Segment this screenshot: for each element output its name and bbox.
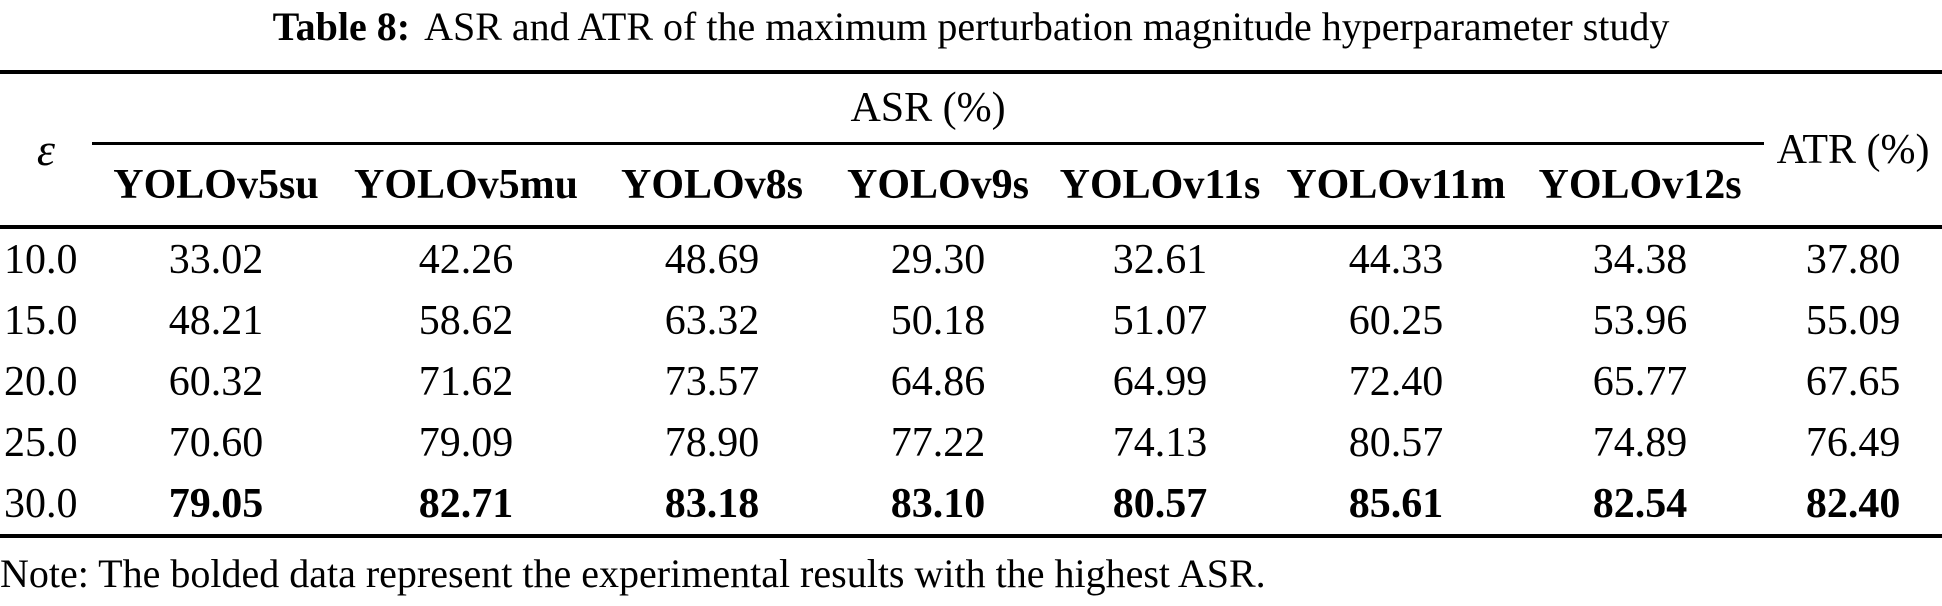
epsilon-value: 10.0 [4,236,78,283]
asr-value: 50.18 [890,297,986,344]
epsilon-value: 20.0 [4,358,78,405]
results-table: ε ASR (%) ATR (%) YOLOv5su YOLOv5mu YOLOv8… [0,70,1942,538]
asr-value: 48.69 [664,236,760,283]
asr-value: 60.32 [168,358,264,405]
atr-value: 67.65 [1805,358,1901,405]
atr-column-header: ATR (%) [1776,126,1930,173]
epsilon-value: 25.0 [4,419,78,466]
asr-value: 74.13 [1112,419,1208,466]
asr-value: 78.90 [664,419,760,466]
asr-value: 79.09 [418,419,514,466]
asr-value: 74.89 [1592,419,1688,466]
atr-value: 76.49 [1805,419,1901,466]
epsilon-value: 30.0 [4,480,78,527]
asr-value: 70.60 [168,419,264,466]
asr-value: 34.38 [1592,236,1688,283]
model-column-header: YOLOv8s [620,162,804,208]
table-row: 20.0 60.32 71.62 73.57 64.86 64.99 72.40 65.77 6… [0,351,1942,412]
model-column-header: YOLOv11m [1286,162,1506,208]
asr-value: 32.61 [1112,236,1208,283]
model-column-header: YOLOv5su [113,162,319,208]
asr-value: 64.99 [1112,358,1208,405]
table-note: Note: The bolded data represent the expe… [0,551,1266,596]
table-caption-label: Table 8: [272,4,411,49]
table-header: ε ASR (%) ATR (%) YOLOv5su YOLOv5mu YOLOv8… [0,72,1942,227]
asr-value: 33.02 [168,236,264,283]
asr-value: 64.86 [890,358,986,405]
asr-value: 63.32 [664,297,760,344]
atr-value: 37.80 [1805,236,1901,283]
table-caption-text: ASR and ATR of the maximum perturbation … [424,4,1670,49]
table-row: 15.0 48.21 58.62 63.32 50.18 51.07 60.25 53.96 5… [0,290,1942,351]
asr-value: 58.62 [418,297,514,344]
asr-value: 42.26 [418,236,514,283]
asr-value: 79.05 [168,480,264,527]
asr-group-header: ASR (%) [92,72,1765,145]
model-column-header: YOLOv9s [846,162,1030,208]
asr-value: 71.62 [418,358,514,405]
atr-value: 82.40 [1805,480,1901,527]
asr-value: 48.21 [168,297,264,344]
table-row: 25.0 70.60 79.09 78.90 77.22 74.13 80.57 74.89 7… [0,412,1942,473]
group-header-row: ε ASR (%) ATR (%) [0,72,1942,175]
asr-value: 51.07 [1112,297,1208,344]
model-column-header: YOLOv5mu [353,162,579,208]
epsilon-value: 15.0 [4,297,78,344]
asr-value: 77.22 [890,419,986,466]
table-caption: Table 8: ASR and ATR of the maximum pertu… [0,0,1942,70]
asr-value: 73.57 [664,358,760,405]
asr-value: 65.77 [1592,358,1688,405]
asr-value: 60.25 [1348,297,1444,344]
model-header-row: YOLOv5su YOLOv5mu YOLOv8s YOLOv9s YOLOv11s YO… [0,144,1942,228]
model-column-header: YOLOv11s [1059,162,1261,208]
asr-value: 82.71 [418,480,514,527]
asr-value: 53.96 [1592,297,1688,344]
asr-value: 83.10 [890,480,986,527]
asr-value: 72.40 [1348,358,1444,405]
asr-value: 83.18 [664,480,760,527]
model-column-header: YOLOv12s [1538,162,1742,208]
atr-value: 55.09 [1805,297,1901,344]
asr-value: 85.61 [1348,480,1444,527]
asr-value: 29.30 [890,236,986,283]
asr-value: 80.57 [1112,480,1208,527]
table-row: 10.0 33.02 42.26 48.69 29.30 32.61 44.33 34.38 3… [0,227,1942,290]
asr-value: 80.57 [1348,419,1444,466]
epsilon-column-header: ε [36,124,56,175]
table-row: 30.0 79.05 82.71 83.18 83.10 80.57 85.61 82.54 8… [0,473,1942,536]
asr-value: 44.33 [1348,236,1444,283]
asr-value: 82.54 [1592,480,1688,527]
table-body: 10.0 33.02 42.26 48.69 29.30 32.61 44.33 34.38 3… [0,227,1942,536]
